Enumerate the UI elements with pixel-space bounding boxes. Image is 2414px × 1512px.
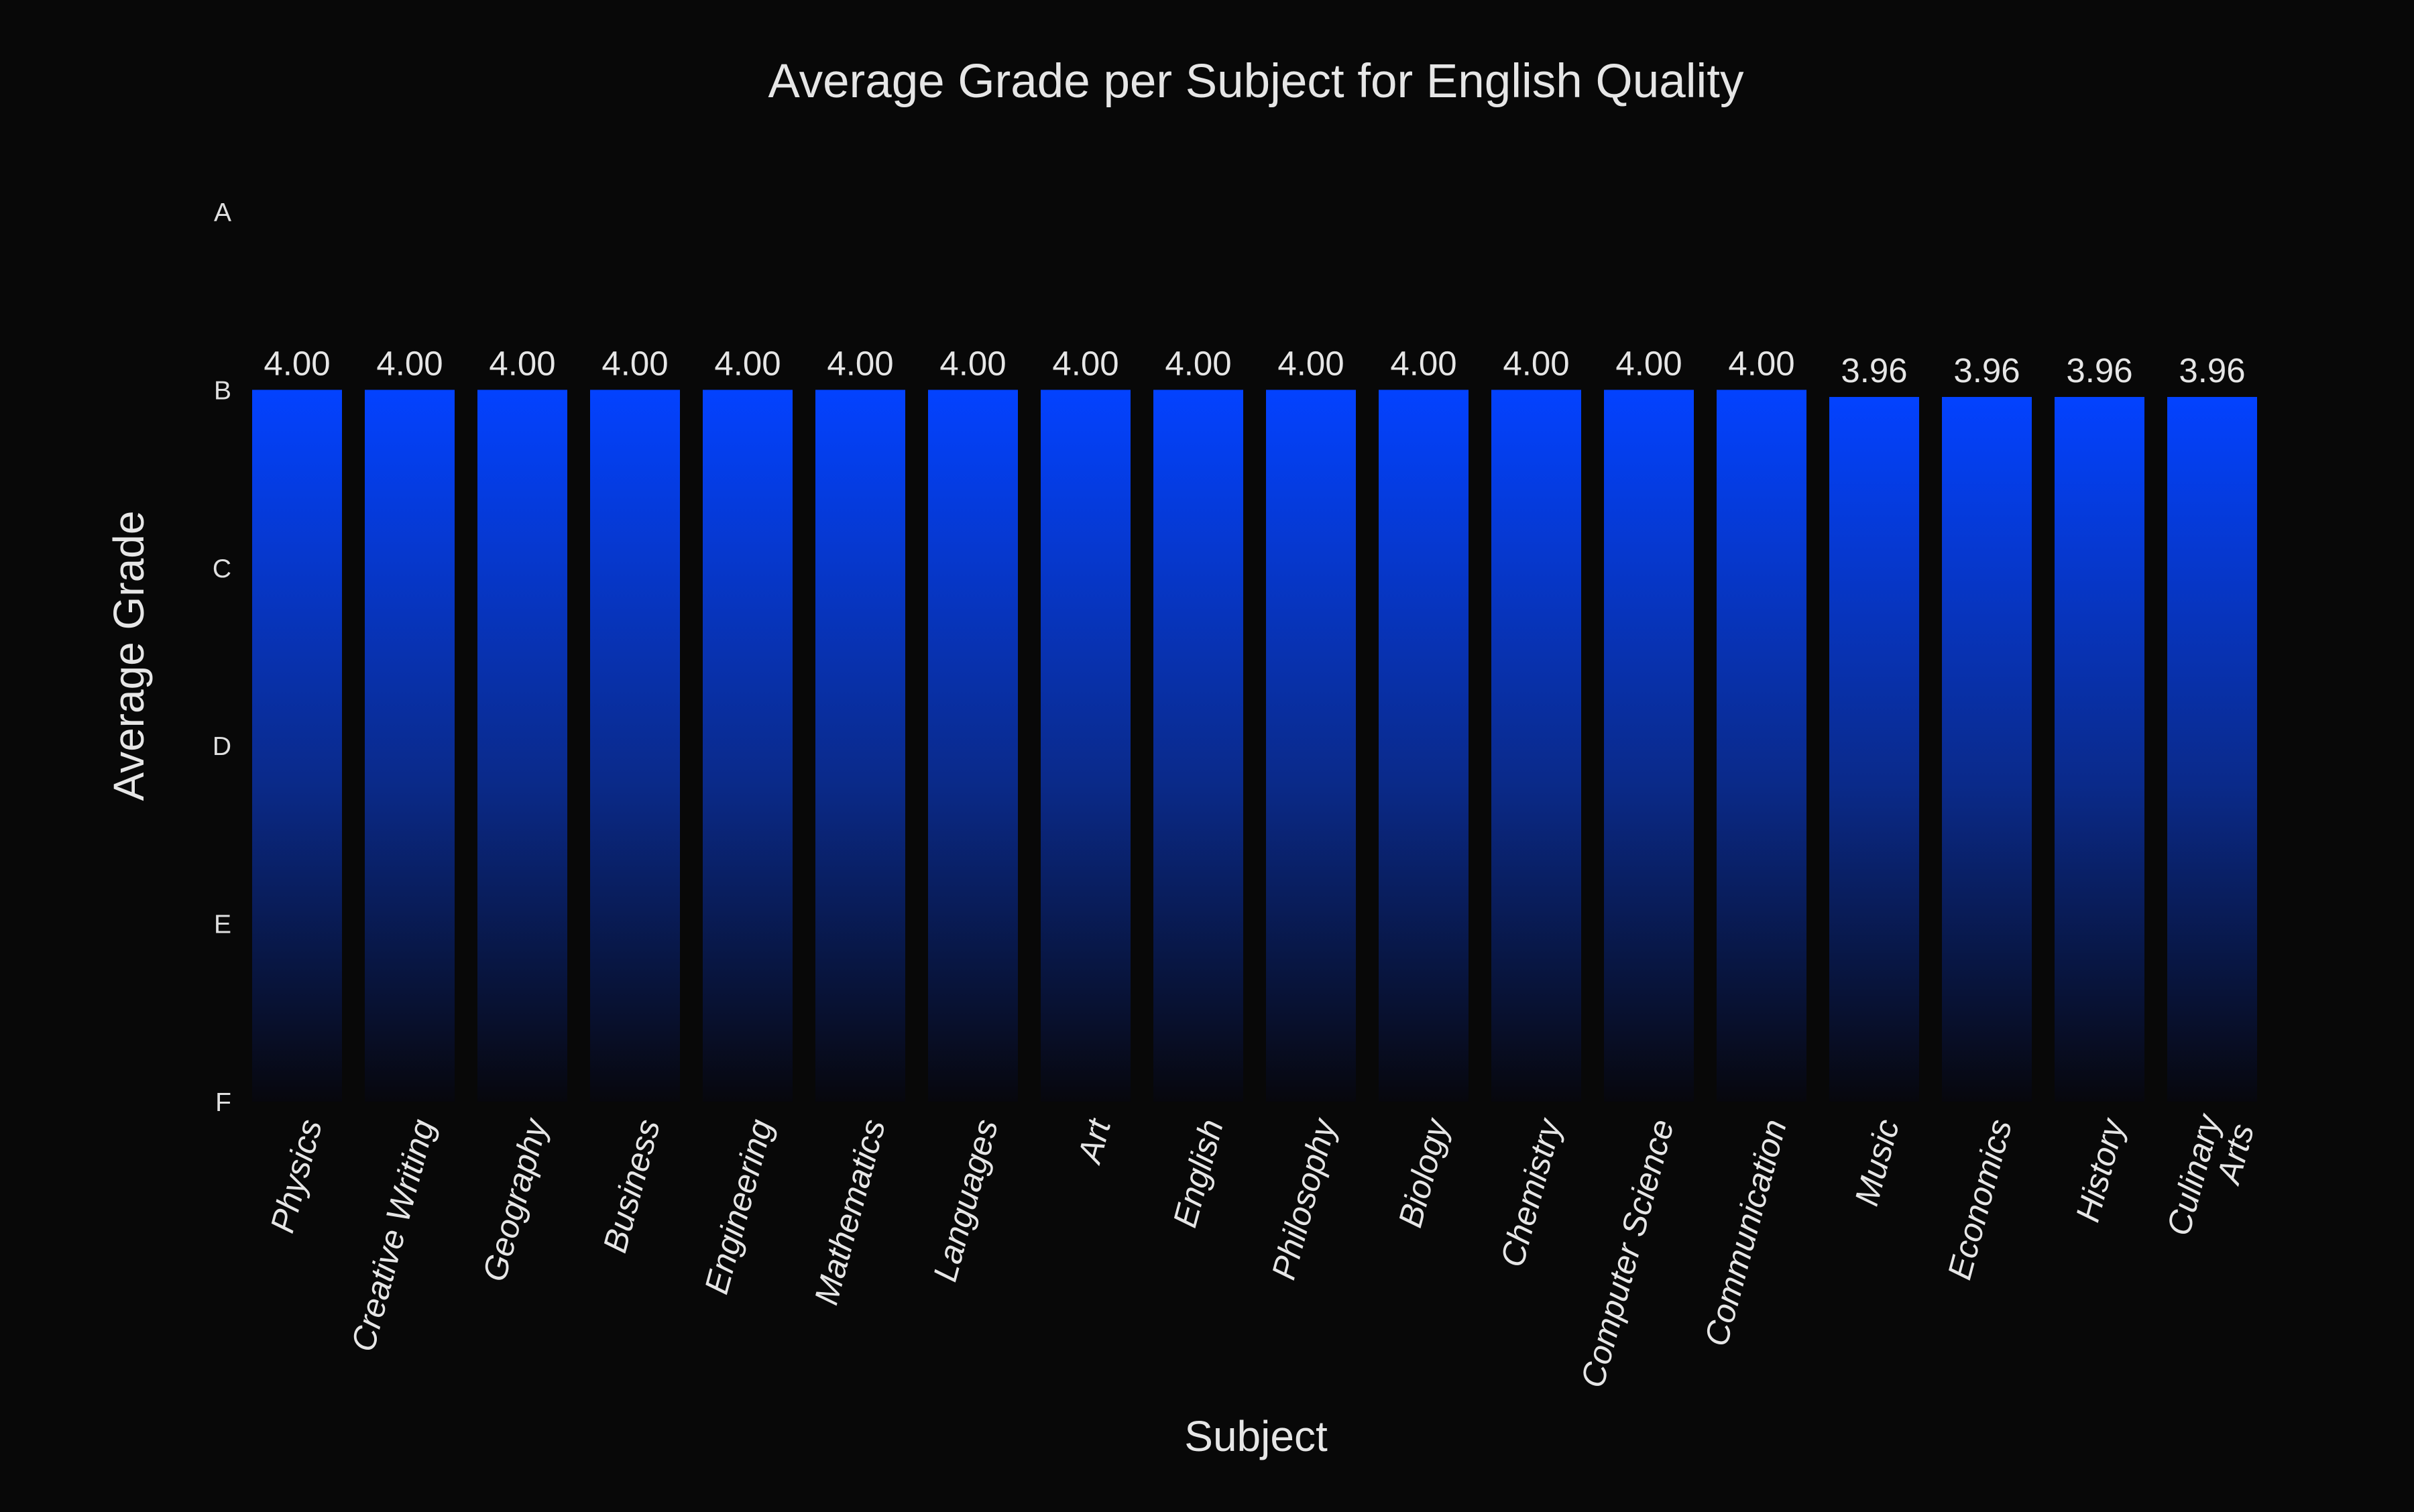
bar-value-label: 4.00 (827, 344, 893, 382)
bar-value-label: 3.96 (1841, 351, 1907, 390)
bar-value-label: 4.00 (1728, 344, 1794, 382)
x-tick-label: Creative Writing (344, 1115, 442, 1355)
y-tick-label: C (213, 555, 231, 583)
x-tick-label: Physics (263, 1115, 329, 1236)
x-tick-label: Languages (926, 1115, 1005, 1285)
x-tick-label: Mathematics (807, 1115, 893, 1308)
x-tick-label: Economics (1941, 1115, 2019, 1283)
x-tick-label: Geography (475, 1114, 555, 1285)
x-tick-label: Computer Science (1574, 1115, 1682, 1391)
y-tick-label: D (213, 732, 231, 761)
x-tick-label: Biology (1391, 1114, 1456, 1232)
bar (1379, 390, 1469, 1102)
bar-value-label: 3.96 (2066, 351, 2132, 390)
bar-value-label: 3.96 (2179, 351, 2245, 390)
bar-value-label: 4.00 (714, 344, 781, 382)
bar-value-label: 4.00 (264, 344, 330, 382)
bar-value-label: 4.00 (489, 344, 555, 382)
bar (1829, 397, 1919, 1102)
y-tick-label: B (214, 376, 231, 405)
bar-value-label: 4.00 (601, 344, 668, 382)
data-labels-group: 4.00 4.00 4.00 4.00 4.00 4.00 4.00 4.00 4.00 4.00… (264, 344, 2245, 390)
bar-value-label: 4.00 (1390, 344, 1456, 382)
bar (1266, 390, 1356, 1102)
bar-value-label: 4.00 (1052, 344, 1118, 382)
x-tick-label: History (2069, 1114, 2132, 1226)
x-tick-label: Business (595, 1115, 667, 1256)
x-tick-label: English (1166, 1115, 1231, 1231)
x-axis-ticks: Physics Creative Writing Geography Business… (263, 1109, 2262, 1391)
x-axis-title: Subject (1184, 1412, 1328, 1460)
bar (1041, 390, 1131, 1102)
bar-value-label: 3.96 (1953, 351, 2020, 390)
bar (365, 390, 455, 1102)
bar (252, 390, 342, 1102)
bar-value-label: 4.00 (376, 344, 443, 382)
chart-title: Average Grade per Subject for English Qu… (768, 55, 1744, 108)
x-tick-label: Music (1847, 1115, 1906, 1210)
x-tick-label: Philosophy (1265, 1114, 1344, 1284)
y-tick-label: A (214, 198, 231, 227)
y-tick-label: F (215, 1088, 231, 1117)
bar (815, 390, 905, 1102)
bar-value-label: 4.00 (1615, 344, 1682, 382)
bar (590, 390, 680, 1102)
bar-value-label: 4.00 (939, 344, 1006, 382)
bar (1491, 390, 1581, 1102)
bar (1942, 397, 2032, 1102)
bars-group (252, 390, 2257, 1102)
bar-value-label: 4.00 (1503, 344, 1569, 382)
x-tick-label: Chemistry (1493, 1114, 1569, 1271)
x-tick-label: CulinaryArts (2159, 1109, 2262, 1248)
bar (1717, 390, 1806, 1102)
bar (1153, 390, 1243, 1102)
bar-value-label: 4.00 (1277, 344, 1344, 382)
x-tick-label: Communication (1697, 1115, 1794, 1350)
bar (2055, 397, 2144, 1102)
y-axis-title: Average Grade (105, 511, 153, 801)
bar-value-label: 4.00 (1165, 344, 1231, 382)
bar (928, 390, 1018, 1102)
bar (477, 390, 567, 1102)
bar (703, 390, 793, 1102)
x-tick-label: Engineering (697, 1115, 780, 1297)
bar (1604, 390, 1694, 1102)
bar (2167, 397, 2257, 1102)
x-tick-label: Art (1070, 1114, 1118, 1168)
y-tick-label: E (214, 911, 231, 939)
y-axis-ticks: F E D C B A (213, 198, 231, 1117)
